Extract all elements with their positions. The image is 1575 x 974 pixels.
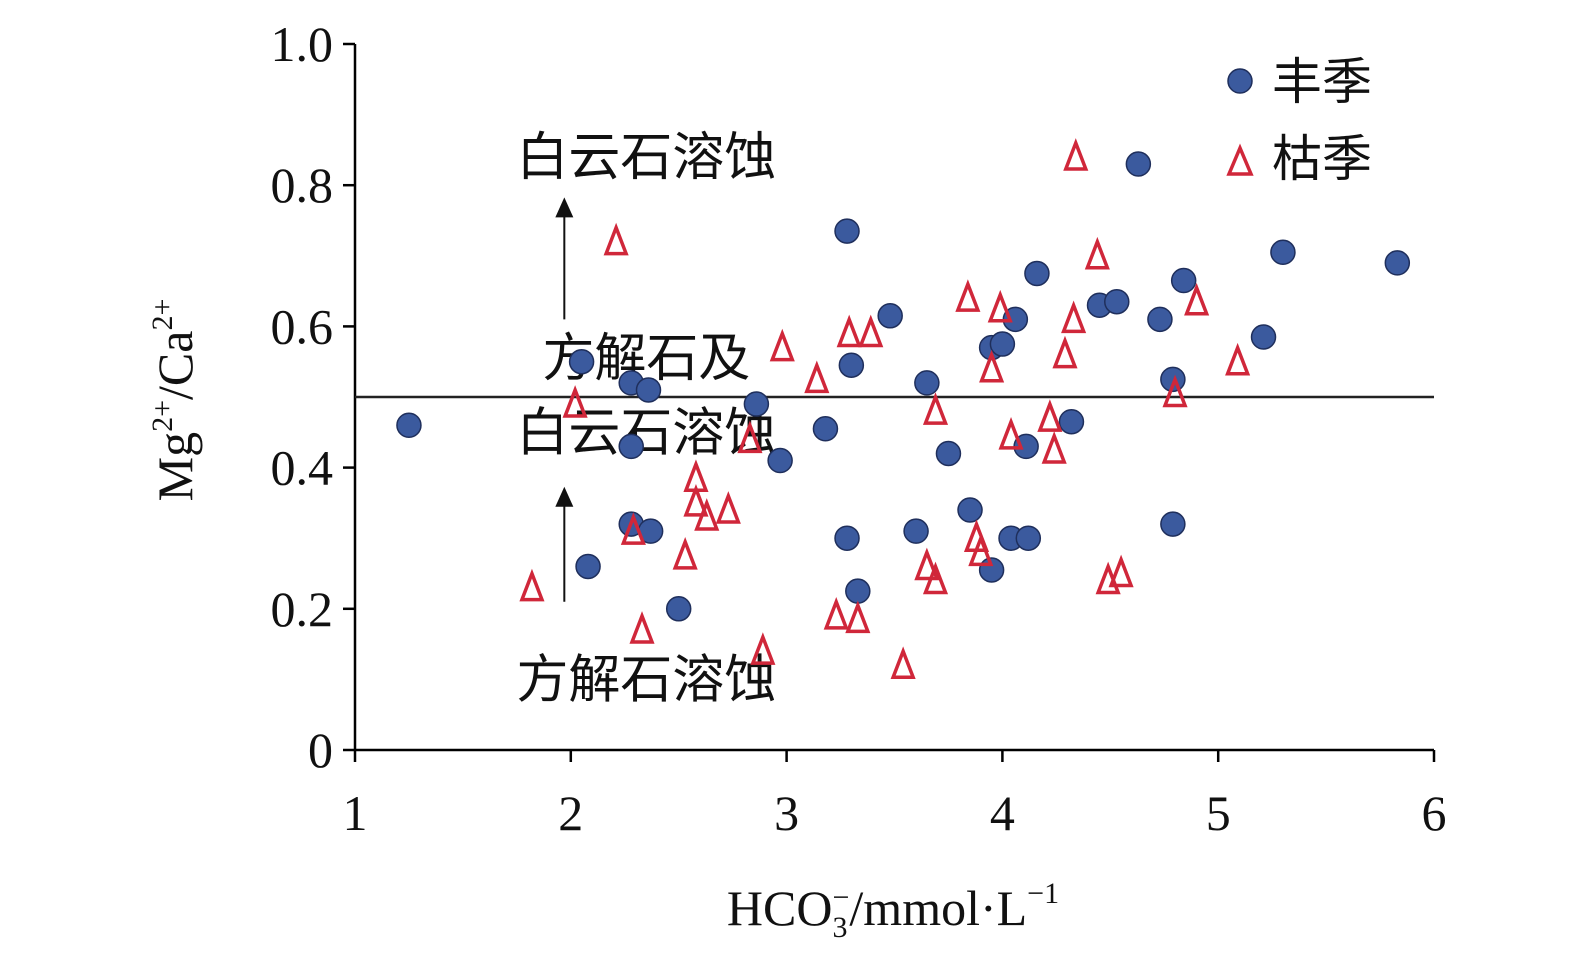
- legend-label-dry-season: 枯季: [1272, 130, 1372, 188]
- data-point-wet-season: [618, 433, 644, 460]
- annotation-label: 白云石溶蚀: [516, 128, 776, 188]
- data-point-dry-season: [968, 533, 994, 567]
- data-point-dry-season: [955, 279, 981, 312]
- annotation-label: 白云石溶蚀: [516, 403, 776, 463]
- x-tick-label: 3: [774, 785, 799, 841]
- data-point-dry-season: [694, 498, 720, 531]
- data-point-wet-season: [1160, 511, 1186, 537]
- data-point-dry-season: [979, 349, 1005, 383]
- x-axis-label: HCO3−/mmol·L−1: [727, 877, 1059, 944]
- data-point-dry-season: [823, 596, 849, 630]
- data-point-wet-season: [396, 412, 422, 438]
- data-point-wet-season: [845, 578, 871, 604]
- data-point-wet-season: [1250, 324, 1277, 350]
- data-point-wet-season: [1058, 408, 1085, 435]
- legend-label-wet-season: 丰季: [1272, 53, 1372, 111]
- y-tick-label: 0: [308, 722, 333, 778]
- data-point-wet-season: [1170, 267, 1197, 294]
- y-tick-label: 0.2: [271, 581, 334, 637]
- data-point-dry-season: [769, 328, 795, 362]
- data-point-wet-season: [903, 518, 929, 544]
- data-point-dry-season: [1184, 282, 1210, 316]
- data-point-wet-season: [989, 331, 1016, 357]
- data-point-wet-season: [1147, 306, 1173, 333]
- data-point-wet-season: [635, 377, 662, 403]
- y-tick-label: 0.4: [271, 440, 334, 496]
- data-point-dry-season: [1052, 335, 1078, 369]
- x-tick-label: 6: [1422, 785, 1447, 841]
- data-point-wet-season: [1024, 260, 1050, 287]
- data-point-dry-season: [1162, 374, 1188, 408]
- arrow-head: [555, 197, 574, 218]
- data-point-dry-season: [562, 385, 588, 418]
- data-point-wet-season: [767, 447, 793, 474]
- data-point-dry-season: [629, 611, 655, 644]
- data-point-dry-season: [922, 561, 949, 595]
- data-point-wet-season: [812, 416, 839, 442]
- data-point-dry-season: [922, 392, 949, 425]
- data-point-wet-season: [1125, 151, 1152, 177]
- x-tick-label: 2: [558, 785, 583, 841]
- data-point-dry-season: [1225, 342, 1251, 376]
- data-point-dry-season: [804, 360, 830, 394]
- y-tick-label: 1.0: [271, 16, 334, 72]
- x-tick-label: 4: [990, 785, 1015, 841]
- y-tick-label: 0.6: [271, 298, 334, 354]
- data-point-dry-season: [998, 416, 1024, 450]
- data-point-wet-season: [957, 497, 983, 523]
- data-point-dry-season: [1061, 300, 1087, 334]
- arrow-head: [555, 486, 574, 507]
- data-point-dry-season: [1063, 138, 1089, 171]
- data-point-dry-season: [836, 314, 862, 348]
- data-point-dry-season: [1041, 431, 1067, 464]
- data-point-wet-season: [1384, 250, 1411, 276]
- data-point-wet-season: [914, 370, 940, 396]
- data-point-dry-season: [620, 512, 646, 545]
- legend-marker-wet-season: [1227, 68, 1253, 94]
- data-point-dry-season: [519, 568, 545, 602]
- y-tick-label: 0.8: [271, 157, 334, 213]
- data-point-dry-season: [858, 314, 884, 348]
- data-point-dry-season: [1084, 236, 1110, 270]
- data-point-dry-season: [1037, 399, 1063, 432]
- data-point-dry-season: [672, 536, 698, 570]
- data-point-wet-season: [575, 553, 601, 580]
- data-point-wet-season: [1015, 525, 1042, 551]
- legend: 丰季 枯季: [1226, 53, 1372, 188]
- data-point-dry-season: [845, 600, 871, 634]
- data-point-wet-season: [834, 218, 860, 244]
- axes-layer: 0 0.2 0.4 0.6 0.8 1.0 1 2 3 4 5 6: [271, 16, 1447, 841]
- data-point-wet-season: [1270, 239, 1296, 266]
- data-point-dry-season: [914, 547, 940, 581]
- y-axis-label: Mg2+/Ca2+: [146, 299, 203, 502]
- legend-marker-dry-season: [1226, 143, 1254, 176]
- data-point-dry-season: [890, 646, 916, 680]
- data-point-dry-season: [715, 491, 741, 524]
- x-tick-label: 1: [343, 785, 368, 841]
- x-tick-label: 5: [1206, 785, 1231, 841]
- data-point-dry-season: [737, 420, 763, 454]
- annotation-label: 方解石溶蚀: [516, 650, 776, 710]
- data-point-wet-season: [1104, 288, 1130, 315]
- data-point-dry-season: [603, 222, 629, 256]
- data-points-layer: [396, 138, 1411, 680]
- data-point-wet-season: [834, 525, 860, 551]
- data-point-dry-season: [750, 632, 776, 665]
- data-point-wet-season: [877, 303, 903, 329]
- data-point-wet-season: [838, 352, 865, 378]
- data-point-wet-season: [743, 391, 770, 417]
- data-point-wet-season: [568, 348, 595, 375]
- data-point-wet-season: [935, 440, 962, 467]
- data-point-wet-season: [665, 596, 692, 622]
- data-point-dry-season: [987, 289, 1013, 323]
- data-point-dry-season: [683, 484, 709, 517]
- data-point-dry-season: [1108, 554, 1134, 588]
